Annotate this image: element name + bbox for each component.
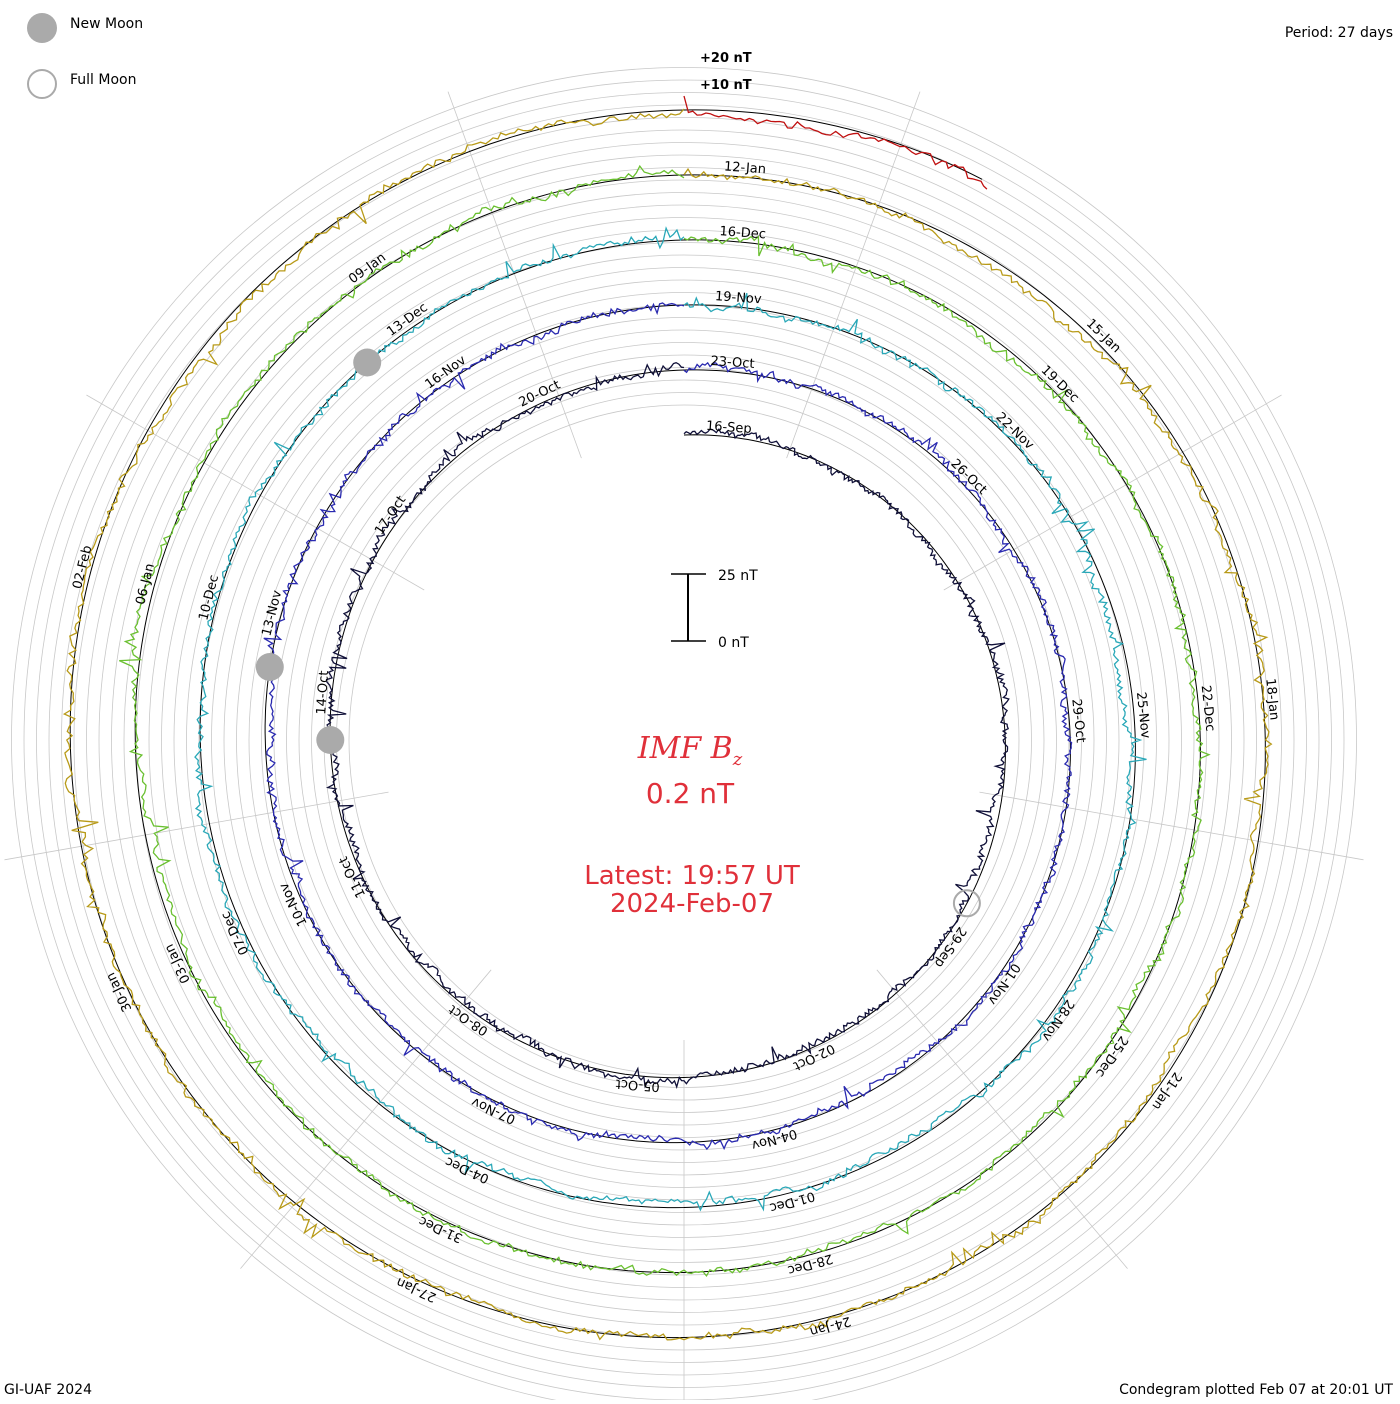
grid-spoke (943, 394, 1282, 591)
bz-traces (62, 95, 1273, 1341)
date-label: 12-Jan (724, 159, 767, 177)
full-moon-legend-label: Full Moon (70, 72, 136, 88)
bz-trace-16-Sep (324, 362, 1010, 1090)
date-label: 14-Oct (314, 670, 332, 715)
date-label: 23-Oct (710, 354, 755, 372)
latest-date: 2024-Feb-07 (610, 889, 774, 919)
date-label: 03-Jan (162, 941, 194, 985)
date-label: 16-Dec (719, 224, 766, 242)
date-label: 31-Dec (417, 1213, 465, 1246)
baseline-spiral (69, 109, 1266, 1339)
scale-label-20: +20 nT (700, 51, 752, 66)
chart-title: IMF Bz (637, 731, 743, 770)
grid-spoke (876, 969, 1128, 1269)
current-value: 0.2 nT (646, 777, 735, 810)
grid-spoke (979, 791, 1364, 861)
date-label: 25-Nov (1133, 691, 1153, 739)
date-label: 29-Oct (1068, 698, 1088, 743)
grid-ring (11, 67, 1357, 1404)
bz-trace-19-Nov (194, 226, 1147, 1212)
date-label: 16-Sep (705, 419, 752, 437)
scale-bar-top-label: 25 nT (718, 568, 758, 584)
date-label: 22-Nov (993, 410, 1037, 453)
period-label: Period: 27 days (1285, 25, 1393, 41)
full-moon-legend-icon (27, 69, 57, 99)
date-label: 19-Nov (715, 289, 763, 307)
date-label: 28-Nov (1038, 996, 1077, 1043)
date-label: 22-Dec (1198, 684, 1218, 732)
grid-spoke (240, 969, 492, 1269)
scale-bar-bottom-label: 0 nT (718, 635, 749, 651)
bz-trace-16-Dec (119, 164, 1211, 1278)
baseline-spiral-path (69, 109, 1266, 1339)
date-label: 07-Dec (218, 909, 252, 957)
date-label: 18-Jan (1262, 678, 1281, 721)
grid-spoke (786, 91, 921, 459)
date-label: 27-Jan (394, 1274, 438, 1305)
bz-trace-05-Feb (683, 95, 988, 190)
bz-trace-23-Oct (263, 302, 1073, 1151)
date-label: 10-Nov (277, 880, 311, 929)
new-moon-marker (255, 653, 284, 681)
date-label: 07-Nov (469, 1094, 518, 1127)
new-moon-marker (353, 348, 382, 377)
bz-trace-12-Jan (62, 108, 1273, 1341)
new-moon-marker (316, 726, 345, 754)
scale-label-10: +10 nT (700, 78, 752, 93)
moon-markers (255, 348, 981, 918)
grid-spoke (447, 91, 582, 459)
new-moon-legend-icon (27, 13, 57, 43)
new-moon-legend-label: New Moon (70, 16, 143, 32)
date-label: 11-Oct (336, 854, 369, 900)
date-label: 05-Oct (615, 1076, 660, 1094)
footer-left: GI-UAF 2024 (4, 1382, 92, 1398)
latest-time: Latest: 19:57 UT (584, 861, 800, 891)
grid-spoke (4, 791, 389, 861)
full-moon-marker (952, 889, 981, 918)
footer-right: Condegram plotted Feb 07 at 20:01 UT (1119, 1382, 1393, 1398)
